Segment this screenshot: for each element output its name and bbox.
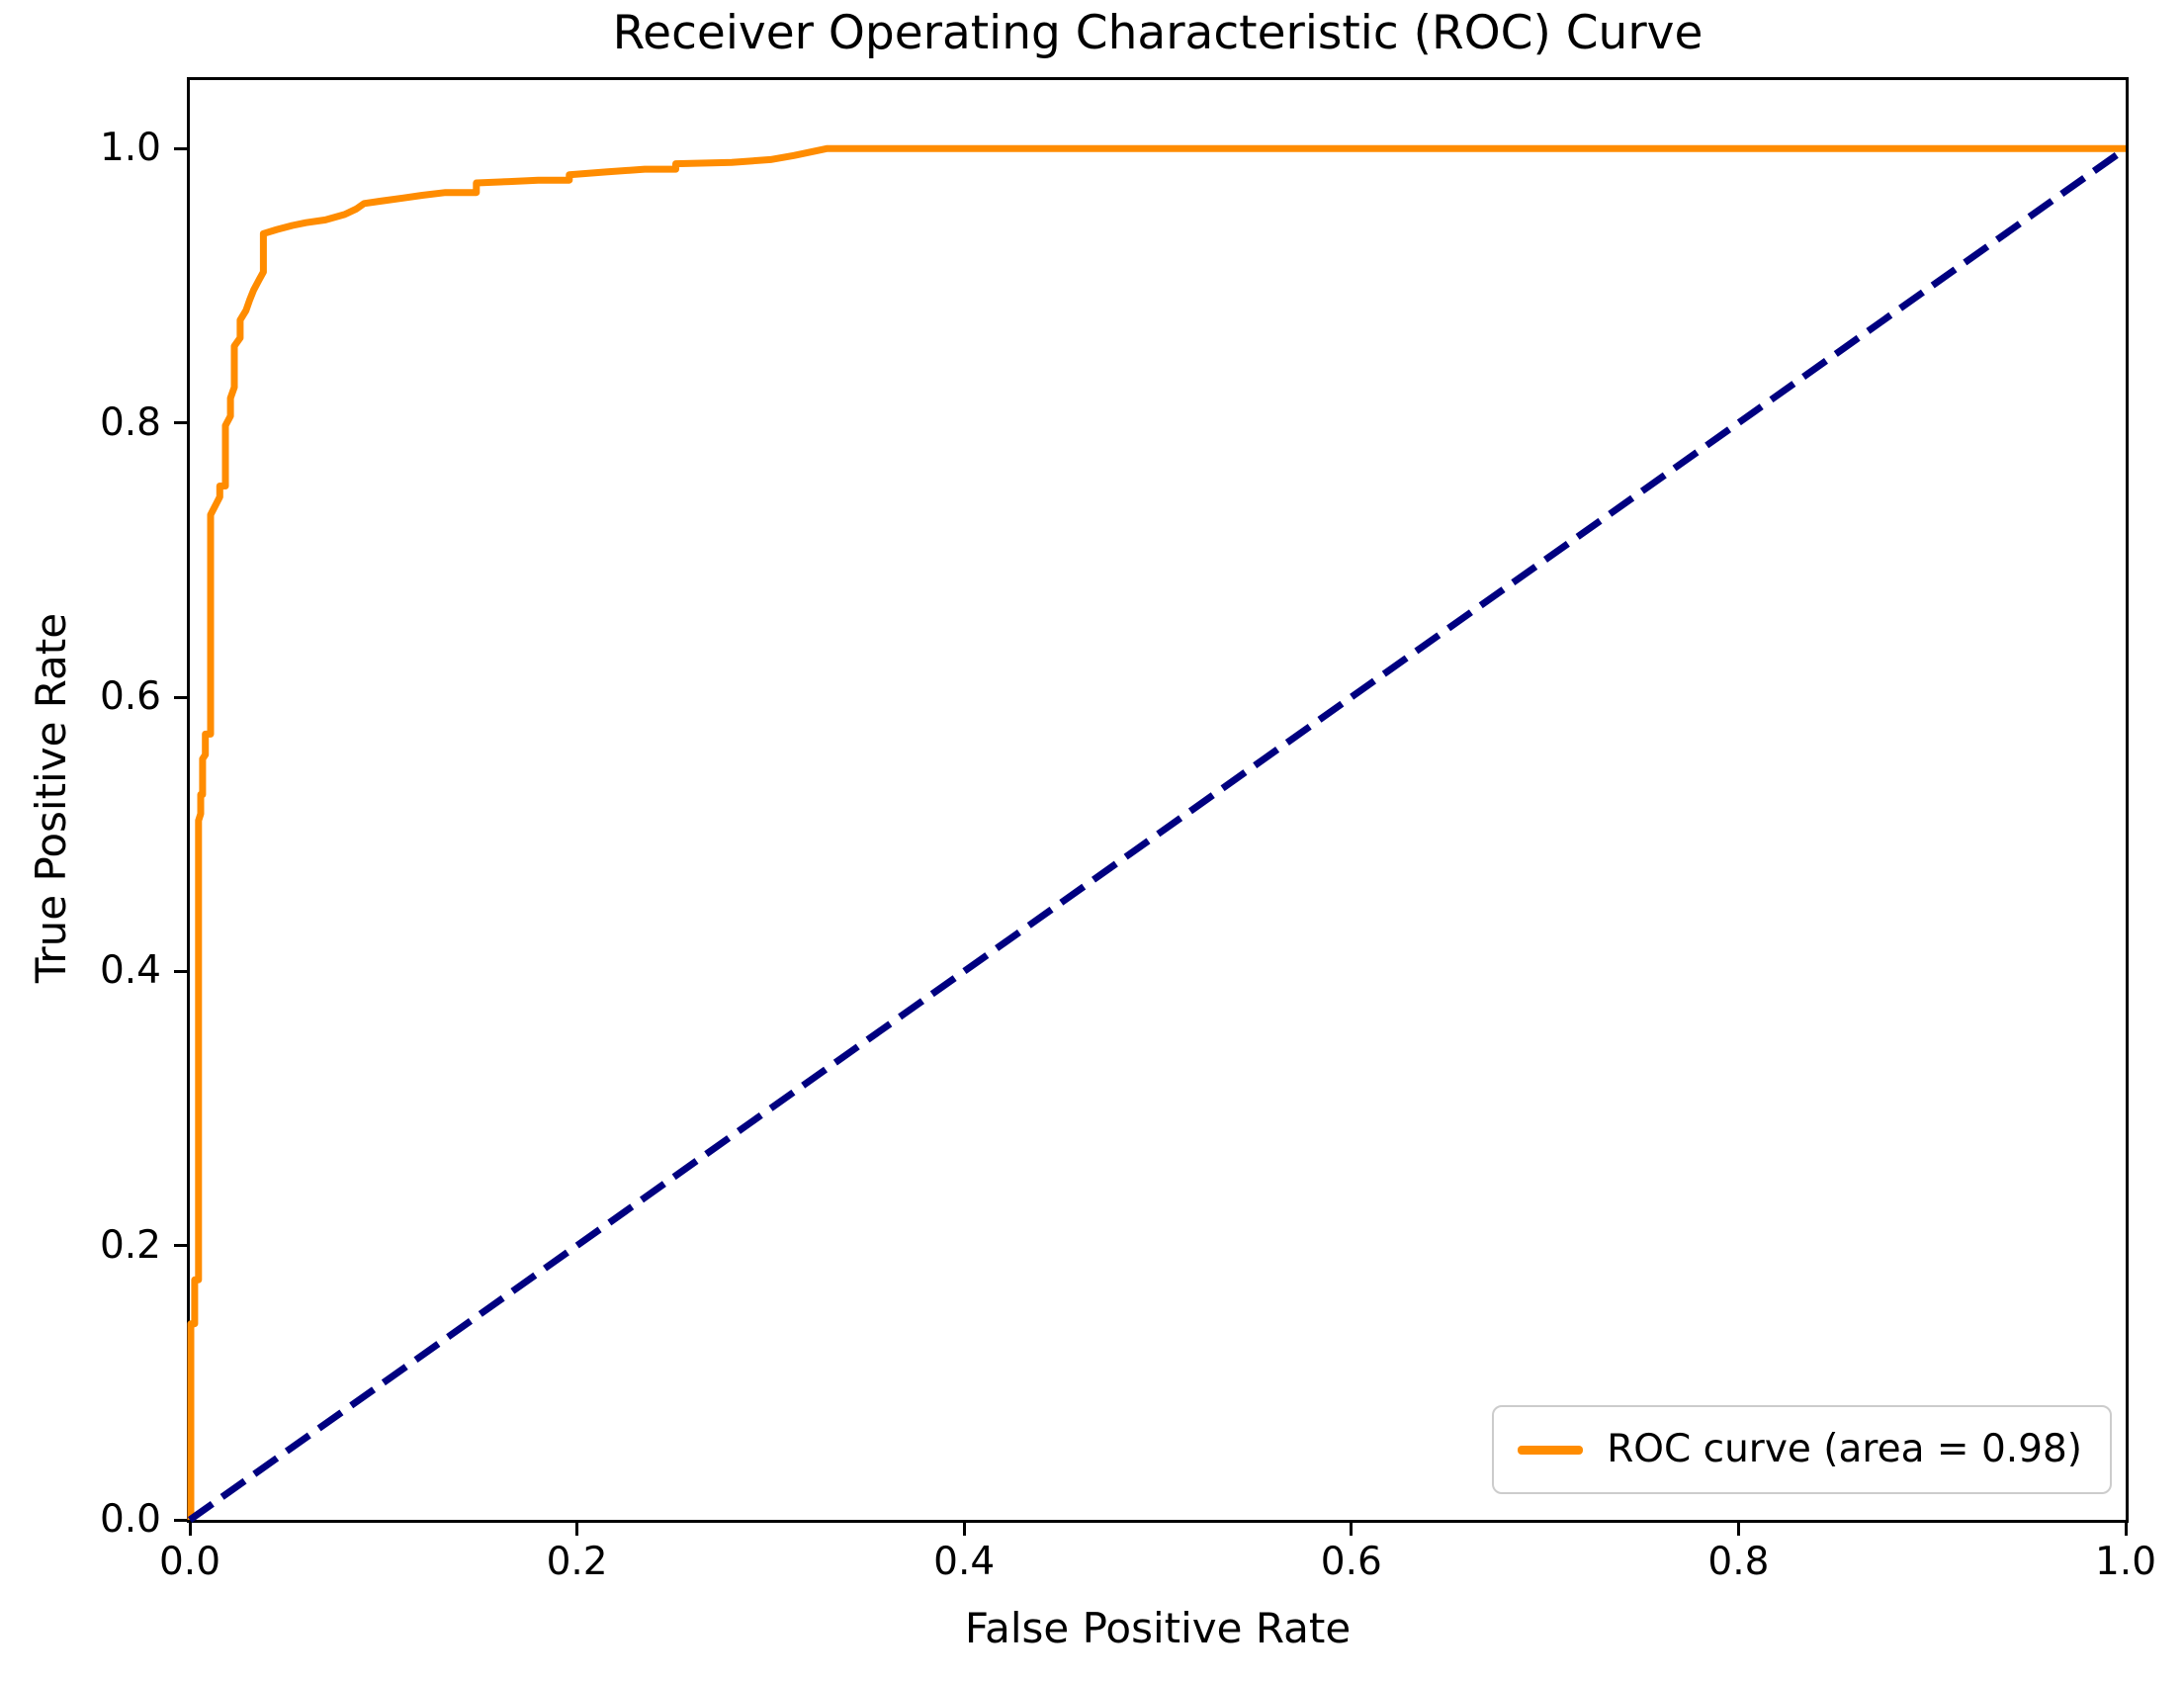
- x-tick-mark-0.6: [1350, 1523, 1354, 1536]
- x-tick-label-0.6: 0.6: [1320, 1540, 1382, 1584]
- y-tick-label-0.0: 0.0: [99, 1497, 161, 1542]
- y-tick-label-0.4: 0.4: [99, 948, 161, 994]
- x-tick-label-0.2: 0.2: [546, 1540, 608, 1584]
- roc-curve-line: [187, 144, 2126, 1520]
- x-tick-label-1.0: 1.0: [2094, 1540, 2157, 1584]
- y-tick-label-1.0: 1.0: [99, 126, 161, 171]
- legend-label: ROC curve (area = 0.98): [1607, 1427, 2082, 1471]
- x-tick-mark-0.2: [575, 1523, 579, 1536]
- x-tick-mark-0.0: [188, 1523, 192, 1536]
- x-tick-label-0.8: 0.8: [1707, 1540, 1770, 1584]
- plot-area: ROC curve (area = 0.98): [187, 77, 2129, 1523]
- legend-roc-line-swatch: [1518, 1445, 1584, 1455]
- x-axis-label: False Positive Rate: [964, 1604, 1352, 1652]
- y-tick-label-0.6: 0.6: [99, 674, 161, 719]
- chance-diagonal-line: [187, 145, 2129, 1523]
- y-tick-label-0.8: 0.8: [99, 399, 161, 445]
- x-tick-label-0.4: 0.4: [933, 1540, 996, 1584]
- y-tick-mark-0.4: [174, 969, 187, 973]
- x-tick-mark-1.0: [2124, 1523, 2128, 1536]
- x-tick-mark-0.8: [1736, 1523, 1740, 1536]
- y-axis-label: True Positive Rate: [27, 612, 75, 984]
- y-tick-mark-0.6: [174, 695, 187, 699]
- y-tick-mark-0.0: [174, 1518, 187, 1522]
- y-tick-mark-1.0: [174, 146, 187, 150]
- y-tick-mark-0.2: [174, 1244, 187, 1248]
- legend-box: ROC curve (area = 0.98): [1492, 1405, 2112, 1494]
- y-tick-label-0.2: 0.2: [99, 1222, 161, 1268]
- roc-plot-canvas: [187, 144, 2129, 1523]
- x-tick-label-0.0: 0.0: [158, 1540, 221, 1584]
- x-tick-mark-0.4: [962, 1523, 966, 1536]
- y-tick-mark-0.8: [174, 421, 187, 425]
- chart-title: Receiver Operating Characteristic (ROC) …: [612, 6, 1704, 60]
